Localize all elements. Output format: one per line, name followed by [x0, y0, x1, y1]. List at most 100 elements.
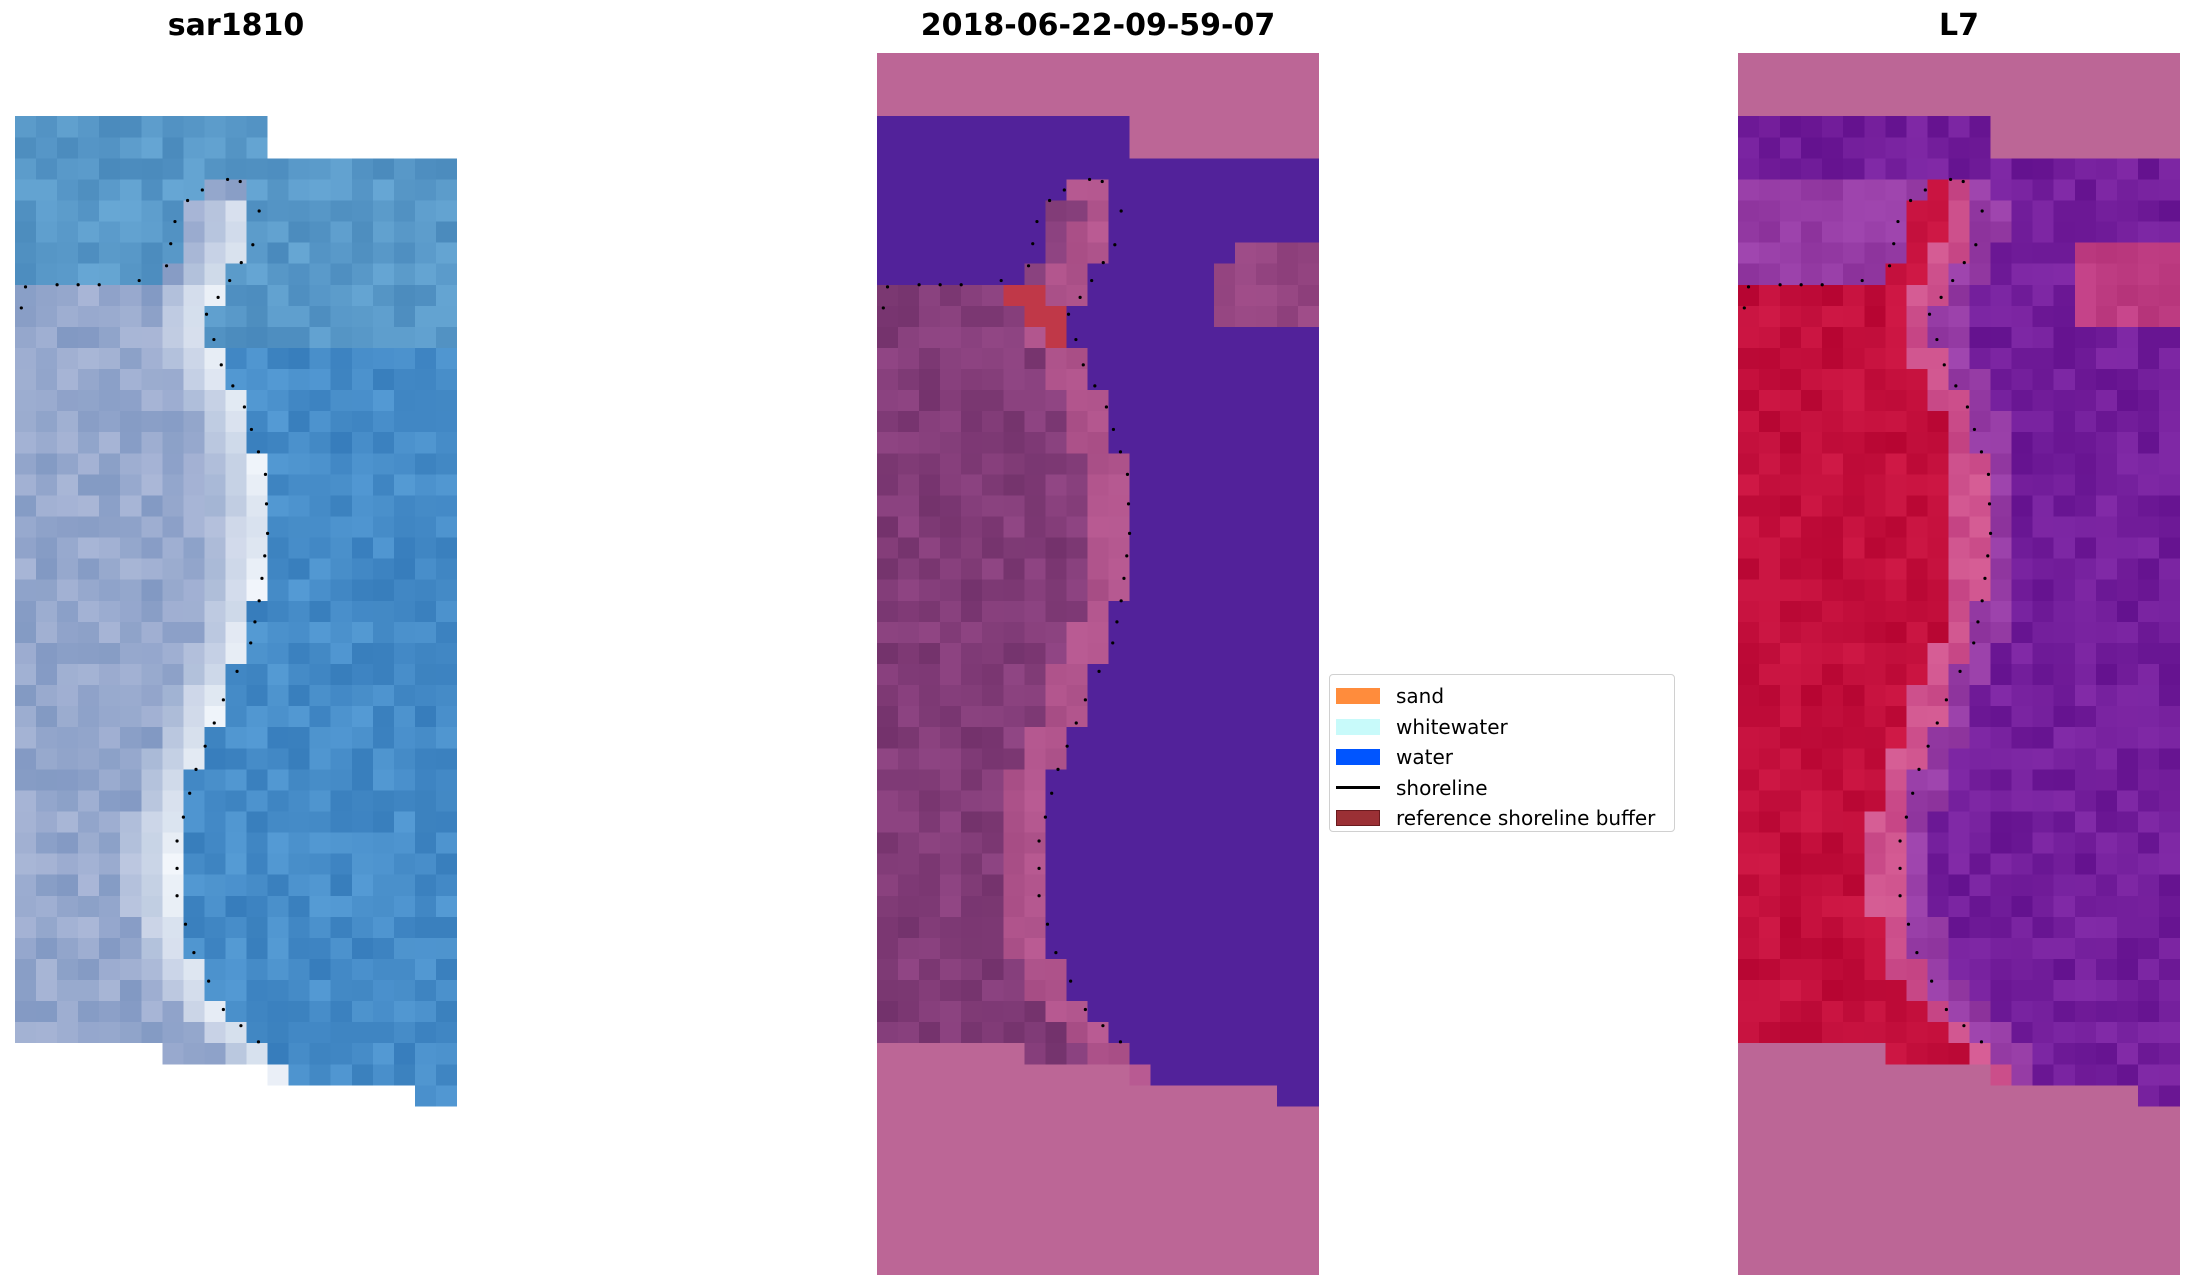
shoreline-point: [1125, 554, 1129, 558]
mndwi-image-panel: [1738, 53, 2180, 1275]
shoreline-point: [1126, 502, 1131, 506]
shoreline-point: [1119, 599, 1123, 603]
shoreline-point: [1799, 283, 1803, 287]
shoreline-point: [1045, 922, 1050, 926]
shoreline-point: [192, 951, 196, 955]
legend-item-whitewater: whitewater: [1336, 712, 1668, 743]
shoreline-point: [1980, 209, 1984, 213]
legend-item-water: water: [1336, 742, 1668, 773]
shoreline-point: [164, 264, 169, 268]
shoreline-point: [1065, 744, 1069, 748]
legend-item-shoreline: shoreline: [1336, 773, 1668, 804]
shoreline-point: [23, 285, 28, 289]
shoreline-point: [1935, 337, 1939, 342]
shoreline-point: [1926, 744, 1930, 748]
shoreline-point: [1980, 599, 1984, 603]
shoreline-point: [1746, 285, 1751, 289]
shoreline-point: [204, 312, 209, 316]
shoreline-point: [1083, 1007, 1087, 1012]
shoreline-point: [1047, 198, 1052, 203]
shoreline-point: [1101, 1024, 1105, 1028]
shoreline-point: [242, 405, 247, 409]
shoreline-point: [183, 922, 188, 926]
shoreline-point: [1113, 243, 1117, 247]
shoreline-point: [1037, 894, 1041, 898]
legend-label: whitewater: [1396, 714, 1508, 739]
classified-image: [877, 53, 1319, 1275]
shoreline-point: [938, 283, 942, 287]
shoreline-point: [959, 283, 963, 287]
shoreline-point: [1972, 427, 1977, 432]
shoreline-point: [1122, 576, 1126, 580]
shoreline-point: [239, 261, 243, 265]
shoreline-point: [1948, 177, 1953, 182]
shoreline-point: [175, 839, 179, 843]
shoreline-point: [1074, 721, 1078, 725]
shoreline-point: [1056, 767, 1060, 771]
shoreline-point: [1972, 641, 1976, 645]
shoreline-point: [253, 620, 257, 624]
legend-swatch: [1336, 688, 1380, 705]
mndwi-image: [1738, 53, 2180, 1275]
shoreline-point: [1104, 405, 1109, 409]
shoreline-point: [1037, 866, 1041, 870]
shoreline-point: [1892, 242, 1896, 246]
shoreline-point: [885, 285, 890, 289]
shoreline-point: [1742, 306, 1746, 310]
shoreline-point: [264, 502, 269, 506]
shoreline-point: [1078, 295, 1082, 299]
shoreline-point: [1942, 363, 1946, 367]
shoreline-point: [1054, 951, 1058, 955]
shoreline-point: [1101, 261, 1105, 265]
shoreline-overlay: [1742, 177, 1993, 1044]
shoreline-point: [1917, 767, 1921, 771]
rgb-image-panel: [15, 53, 457, 1275]
shoreline-point: [1066, 312, 1071, 316]
shoreline-point: [1820, 283, 1824, 287]
shoreline-point: [221, 1007, 225, 1012]
shoreline-point: [1125, 472, 1130, 476]
shoreline-point: [216, 295, 220, 299]
shoreline-point: [1031, 242, 1035, 246]
shoreline-point: [181, 815, 185, 819]
shoreline-point: [1118, 1040, 1123, 1044]
shoreline-point: [1979, 1040, 1984, 1044]
shoreline-point: [256, 1040, 261, 1044]
shoreline-point: [175, 866, 179, 870]
panel-title-mndwi: L7: [1939, 8, 1979, 43]
shoreline-point: [1979, 450, 1984, 454]
legend-item-reference-buffer: reference shoreline buffer: [1336, 803, 1668, 834]
shoreline-point: [212, 721, 216, 725]
shoreline-point: [231, 384, 235, 388]
shoreline-point: [1976, 620, 1980, 624]
shoreline-point: [1974, 243, 1978, 247]
shoreline-point: [1778, 283, 1782, 287]
shoreline-point: [55, 283, 59, 287]
legend-swatch: [1336, 718, 1380, 735]
shoreline-point: [1118, 450, 1123, 454]
shoreline-point: [1988, 531, 1993, 535]
legend-label: shoreline: [1396, 775, 1488, 800]
shoreline-point: [1062, 188, 1066, 192]
shoreline-point: [1930, 979, 1934, 983]
shoreline-point: [256, 450, 261, 454]
shoreline-point: [1923, 188, 1927, 192]
shoreline-point: [263, 472, 268, 476]
shoreline-point: [1898, 894, 1902, 898]
shoreline-point: [1127, 531, 1132, 535]
shoreline-point: [1944, 1007, 1948, 1012]
shoreline-point: [1986, 472, 1991, 476]
shoreline-point: [1083, 698, 1087, 702]
shoreline-point: [265, 531, 270, 535]
shoreline-point: [212, 337, 216, 342]
legend-item-sand: sand: [1336, 681, 1668, 712]
shoreline-point: [200, 188, 204, 192]
shoreline-point: [1860, 278, 1864, 283]
shoreline-point: [1887, 264, 1892, 268]
shoreline-point: [175, 894, 179, 898]
classified-image-panel: [877, 53, 1319, 1275]
shoreline-point: [235, 669, 239, 673]
shoreline-point: [999, 278, 1003, 283]
shoreline-point: [238, 179, 242, 184]
shoreline-point: [1119, 209, 1123, 213]
